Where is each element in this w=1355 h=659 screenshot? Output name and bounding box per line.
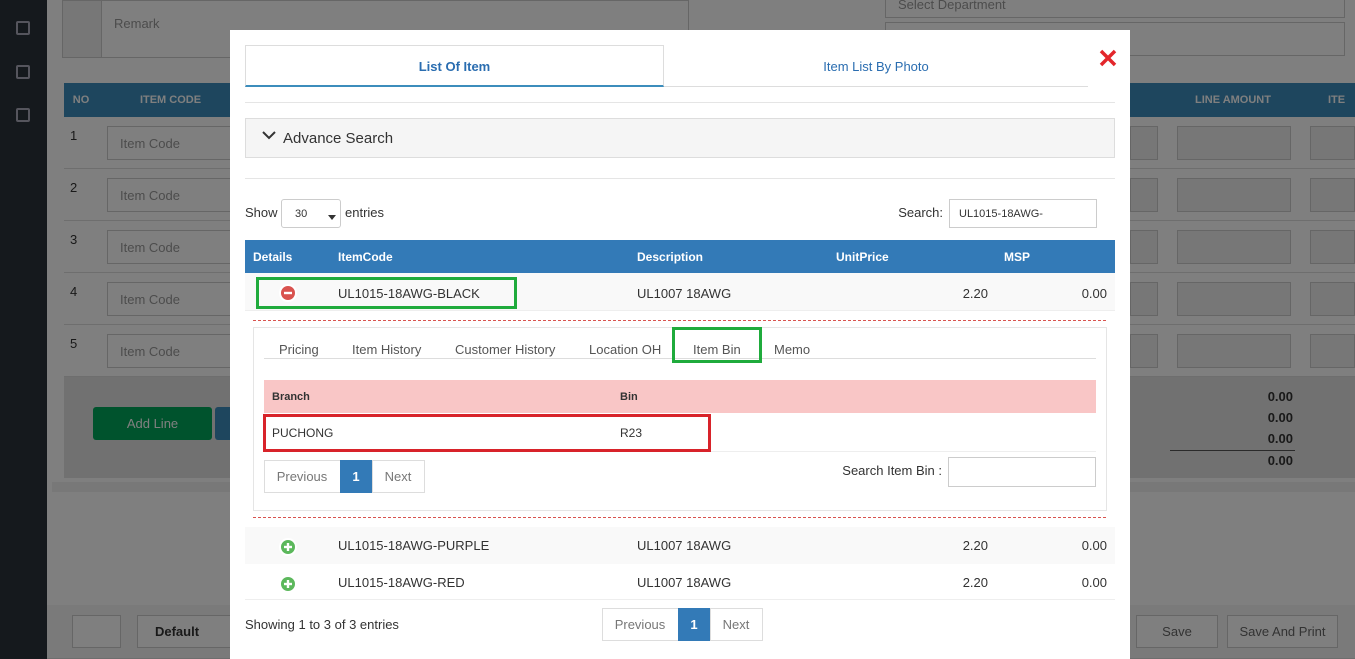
item-description: UL1007 18AWG [637, 537, 732, 553]
toggle-icon[interactable] [279, 284, 297, 302]
search-input[interactable] [949, 199, 1097, 228]
select-arrow [328, 209, 336, 220]
dashed-line [253, 517, 1106, 518]
collapse-icon [279, 284, 297, 302]
bin-page-label: Next [384, 469, 412, 484]
item-code: UL1015-18AWG-BLACK [338, 285, 480, 301]
col-description: Description [637, 249, 704, 264]
page-size-select[interactable] [281, 199, 341, 228]
summary: Showing 1 to 3 of 3 entries [245, 616, 399, 632]
item-description: UL1007 18AWG [637, 285, 732, 301]
show-label: Show [245, 204, 278, 220]
search-value: UL1015-18AWG- [959, 208, 1043, 220]
dashed-line [253, 320, 1106, 321]
detail-tab[interactable]: Customer History [455, 341, 556, 357]
items-header [245, 240, 1115, 273]
detail-tab[interactable]: Item History [352, 341, 422, 357]
page-label: Next [722, 617, 750, 632]
bin-page-button[interactable] [264, 460, 341, 493]
tab-list-of-item: List Of Item [418, 58, 491, 74]
search-bin-input[interactable] [948, 457, 1096, 487]
bin-col-branch: Branch [272, 390, 310, 403]
item-row [245, 564, 1115, 600]
tab-active[interactable] [245, 45, 664, 87]
item-msp: 0.00 [1081, 537, 1107, 553]
col-details: Details [253, 249, 293, 264]
divider [245, 178, 1115, 179]
highlight-green [256, 277, 517, 309]
bin-row [264, 413, 1096, 452]
item-unit-price: 2.20 [962, 285, 988, 301]
bin-header [264, 380, 1096, 413]
expand-icon [279, 575, 297, 593]
highlight-red [263, 414, 711, 452]
bin-page-label: Previous [276, 469, 328, 484]
bin-page-label: 1 [352, 469, 360, 484]
item-row [245, 527, 1115, 565]
col-item-code: ItemCode [338, 249, 393, 264]
detail-tab[interactable]: Memo [774, 341, 811, 357]
item-description: UL1007 18AWG [637, 574, 732, 590]
page-label: 1 [690, 617, 698, 632]
col-msp: MSP [1004, 249, 1031, 264]
close-icon [1099, 49, 1117, 67]
page-label: Previous [614, 617, 666, 632]
entries-label: entries [345, 204, 385, 220]
toggle-icon[interactable] [279, 538, 297, 556]
page-size: 30 [295, 208, 308, 220]
page-button[interactable] [710, 608, 763, 641]
search-bin-label: Search Item Bin : [842, 462, 942, 478]
detail-tab[interactable]: Pricing [279, 341, 319, 357]
chevron [262, 128, 276, 142]
chevron-icon [262, 131, 276, 140]
advance-search-panel[interactable] [245, 118, 1115, 158]
toggle-icon[interactable] [279, 575, 297, 593]
tab-item-list-by-photo[interactable]: Item List By Photo [823, 58, 929, 74]
item-code: UL1015-18AWG-PURPLE [338, 537, 490, 553]
detail-tab-line [264, 358, 1096, 359]
item-msp: 0.00 [1081, 285, 1107, 301]
bin-col-bin: Bin [620, 390, 638, 403]
detail-tab[interactable]: Location OH [589, 341, 662, 357]
item-unit-price: 2.20 [962, 537, 988, 553]
expand-icon [279, 538, 297, 556]
detail-tab[interactable]: Item Bin [693, 341, 741, 357]
close-button[interactable] [1098, 45, 1120, 71]
item-unit-price: 2.20 [962, 574, 988, 590]
bin-bin: R23 [620, 426, 643, 440]
bin-page-button[interactable] [372, 460, 425, 493]
arrow-icon [328, 215, 336, 220]
tab-strip [245, 86, 1088, 87]
search-label: Search: [898, 204, 943, 220]
page-button[interactable] [602, 608, 679, 641]
col-unit-price: UnitPrice [836, 249, 889, 264]
advance-search: Advance Search [283, 129, 394, 147]
highlight-green [672, 327, 762, 363]
item-msp: 0.00 [1081, 574, 1107, 590]
item-code: UL1015-18AWG-RED [338, 574, 465, 590]
divider [245, 102, 1115, 103]
bin-branch: PUCHONG [272, 426, 334, 440]
